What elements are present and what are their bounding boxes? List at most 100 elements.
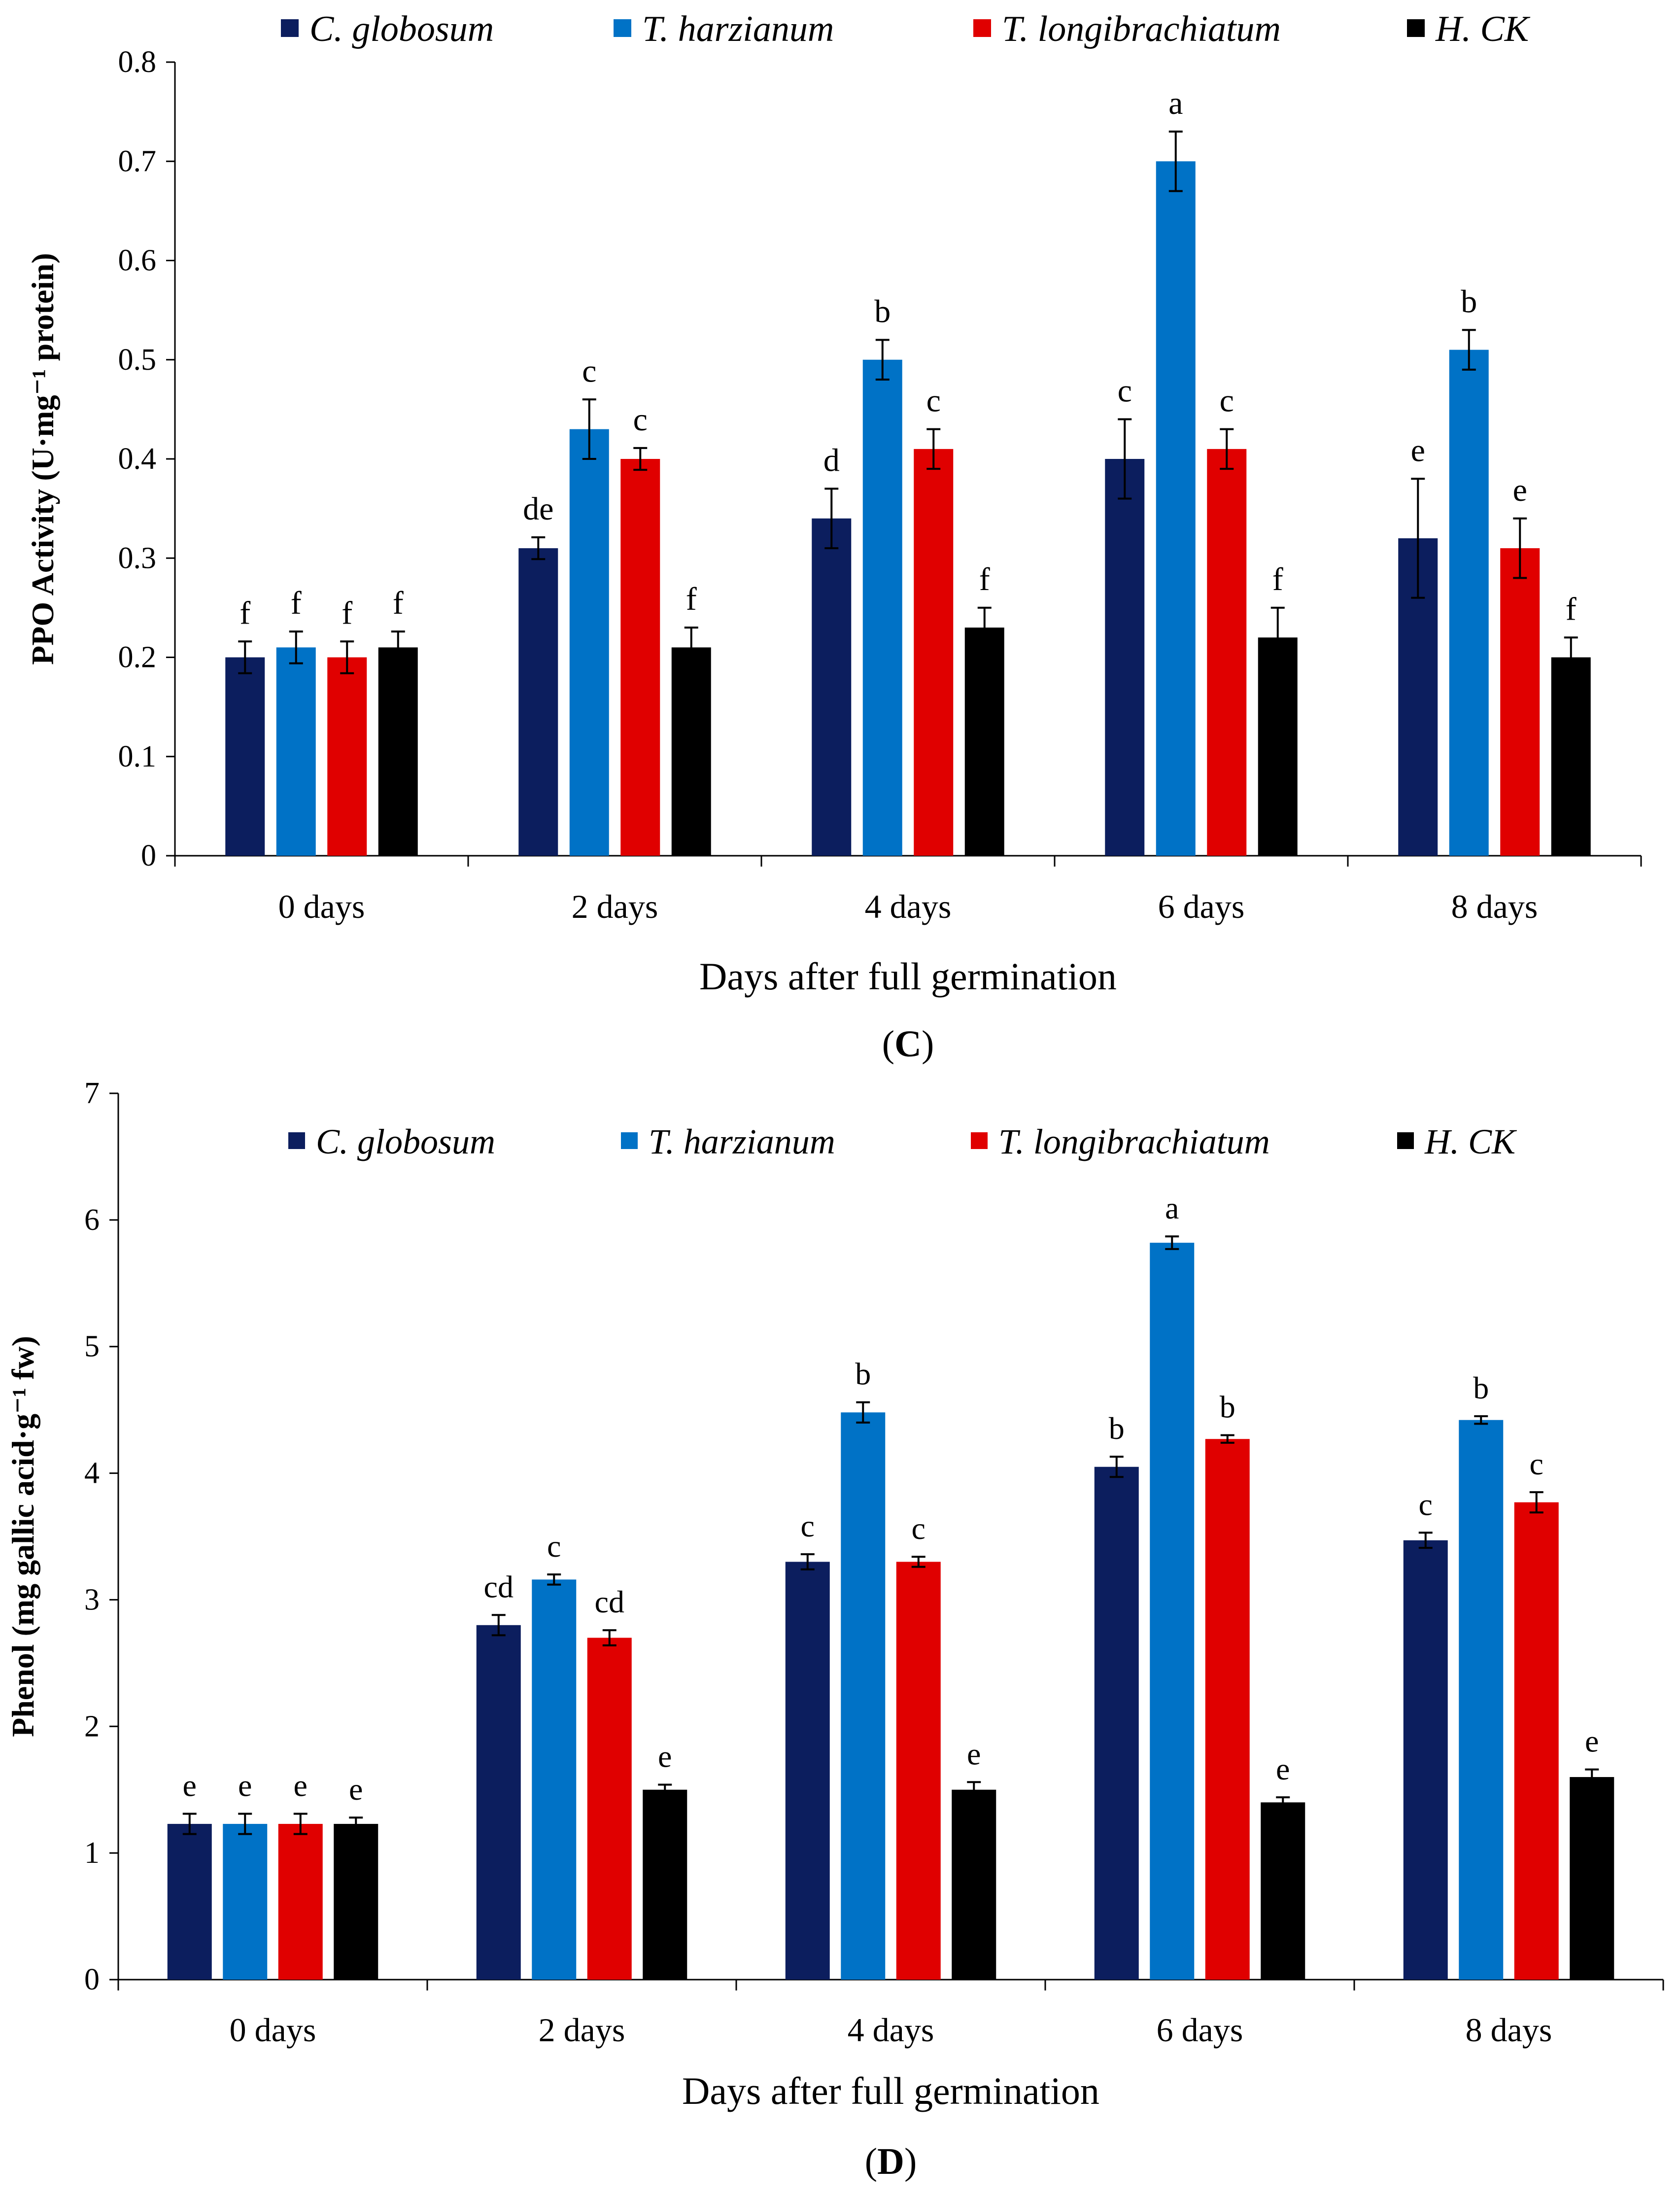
bar [278, 1824, 323, 1980]
legend-label: T. harzianum [649, 1122, 835, 1161]
x-tick-label: 0 days [230, 2011, 316, 2049]
y-tick-label: 5 [84, 1330, 100, 1363]
significance-letter: b [874, 294, 891, 330]
bar [1207, 449, 1247, 856]
legend-swatch [973, 19, 991, 37]
y-axis-title: PPO Activity (U·mg⁻¹ protein) [25, 253, 60, 665]
y-tick-label: 0.4 [118, 442, 157, 476]
x-tick-label: 2 days [539, 2011, 625, 2049]
significance-letter: f [342, 595, 352, 631]
x-tick-label: 6 days [1157, 2011, 1243, 2049]
legend-swatch [1397, 1132, 1414, 1149]
significance-letter: e [1276, 1751, 1290, 1786]
bar [964, 628, 1004, 856]
y-tick-label: 0 [141, 839, 156, 872]
significance-letter: e [1411, 432, 1425, 468]
y-tick-label: 0.1 [118, 740, 157, 773]
significance-letter: f [240, 595, 250, 631]
legend-label: H. CK [1435, 9, 1531, 49]
bar [1449, 349, 1489, 856]
x-tick-label: 2 days [572, 888, 658, 925]
y-tick-label: 3 [84, 1583, 100, 1616]
significance-letter: e [658, 1739, 672, 1774]
bar [812, 518, 852, 856]
significance-letter: c [633, 402, 648, 438]
y-tick-label: 0.2 [118, 641, 157, 674]
panel-letter: C [894, 1023, 922, 1065]
bar [276, 647, 316, 856]
bar [569, 429, 609, 856]
significance-letter: b [1473, 1370, 1489, 1405]
significance-letter: de [523, 491, 553, 527]
bar [896, 1562, 941, 1980]
legend-label: T. longibrachiatum [1002, 9, 1281, 49]
bar [1258, 637, 1298, 856]
bar [1105, 459, 1145, 856]
bar [1551, 657, 1591, 856]
bar [225, 657, 265, 856]
significance-letter: f [979, 561, 990, 597]
significance-letter: f [393, 585, 404, 621]
significance-letter: c [912, 1511, 926, 1546]
x-tick-label: 8 days [1466, 2011, 1552, 2049]
bar [1514, 1502, 1559, 1980]
x-tick-label: 6 days [1158, 888, 1245, 925]
bar [334, 1824, 378, 1980]
legend-swatch [614, 19, 631, 37]
bar [1570, 1777, 1614, 1980]
significance-letter: e [349, 1772, 363, 1807]
y-axis-title: Phenol (mg gallic acid·g⁻¹ fw) [5, 1336, 40, 1737]
legend-label: T. harzianum [642, 9, 834, 49]
bar [643, 1789, 687, 1980]
legend-swatch [621, 1132, 638, 1149]
significance-letter: a [1165, 1190, 1179, 1225]
bar [378, 647, 418, 856]
significance-letter: b [1109, 1411, 1125, 1446]
y-tick-label: 0.5 [118, 343, 157, 377]
y-tick-label: 0 [84, 1963, 100, 1996]
bar [841, 1412, 886, 1980]
x-tick-label: 8 days [1451, 888, 1538, 925]
significance-letter: f [1272, 561, 1283, 597]
legend-label: C. globosum [309, 9, 494, 49]
y-tick-label: 1 [84, 1836, 100, 1870]
bar [518, 548, 558, 856]
significance-letter: b [1461, 283, 1477, 319]
significance-letter: e [1585, 1724, 1599, 1759]
bar [1150, 1243, 1195, 1980]
y-tick-label: 2 [84, 1710, 100, 1743]
x-tick-label: 4 days [848, 2011, 934, 2049]
significance-letter: e [1513, 472, 1527, 508]
significance-letter: f [1566, 591, 1577, 627]
x-axis-title: Days after full germination [682, 2069, 1099, 2112]
chart-panel-D: C. globosum T. harzianum T. longibrachiatu… [5, 1077, 1664, 2182]
bar [862, 359, 902, 856]
significance-letter: c [1220, 383, 1234, 419]
significance-letter: b [1220, 1390, 1235, 1425]
legend-swatch [971, 1132, 988, 1149]
significance-letter: a [1168, 85, 1183, 121]
y-tick-label: 0.7 [118, 144, 157, 178]
bar [1205, 1439, 1250, 1980]
y-tick-label: 0.8 [118, 45, 157, 79]
significance-letter: cd [595, 1584, 624, 1619]
significance-letter: d [823, 442, 840, 478]
chart-panel-C: C. globosum T. harzianum T. longibrachiatu… [25, 9, 1642, 1065]
panel-letter: D [877, 2141, 904, 2182]
bar [1403, 1540, 1448, 1980]
bar [476, 1625, 521, 1980]
bar [671, 647, 711, 856]
legend-swatch [281, 19, 299, 37]
significance-letter: e [183, 1768, 197, 1803]
panel-label: (C) [882, 1023, 934, 1065]
bar [1156, 161, 1196, 856]
significance-letter: c [1419, 1487, 1433, 1522]
significance-letter: c [547, 1529, 561, 1564]
bar [1261, 1802, 1305, 1980]
y-tick-label: 7 [84, 1077, 100, 1110]
significance-letter: cd [484, 1569, 514, 1604]
significance-letter: e [294, 1768, 308, 1803]
significance-letter: f [686, 581, 697, 617]
y-tick-label: 0.3 [118, 541, 157, 575]
